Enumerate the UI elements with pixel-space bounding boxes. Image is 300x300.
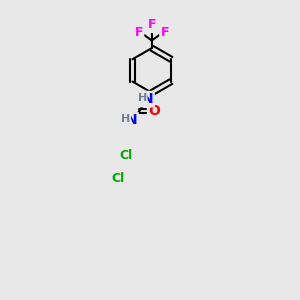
Text: N: N — [126, 113, 138, 127]
Text: H: H — [138, 93, 147, 103]
Text: Cl: Cl — [111, 172, 124, 185]
Text: F: F — [135, 26, 143, 39]
Text: F: F — [160, 26, 169, 39]
Text: F: F — [148, 18, 156, 31]
Text: H: H — [121, 114, 130, 124]
Text: O: O — [148, 104, 160, 118]
Text: Cl: Cl — [119, 149, 133, 162]
Text: N: N — [142, 92, 154, 106]
